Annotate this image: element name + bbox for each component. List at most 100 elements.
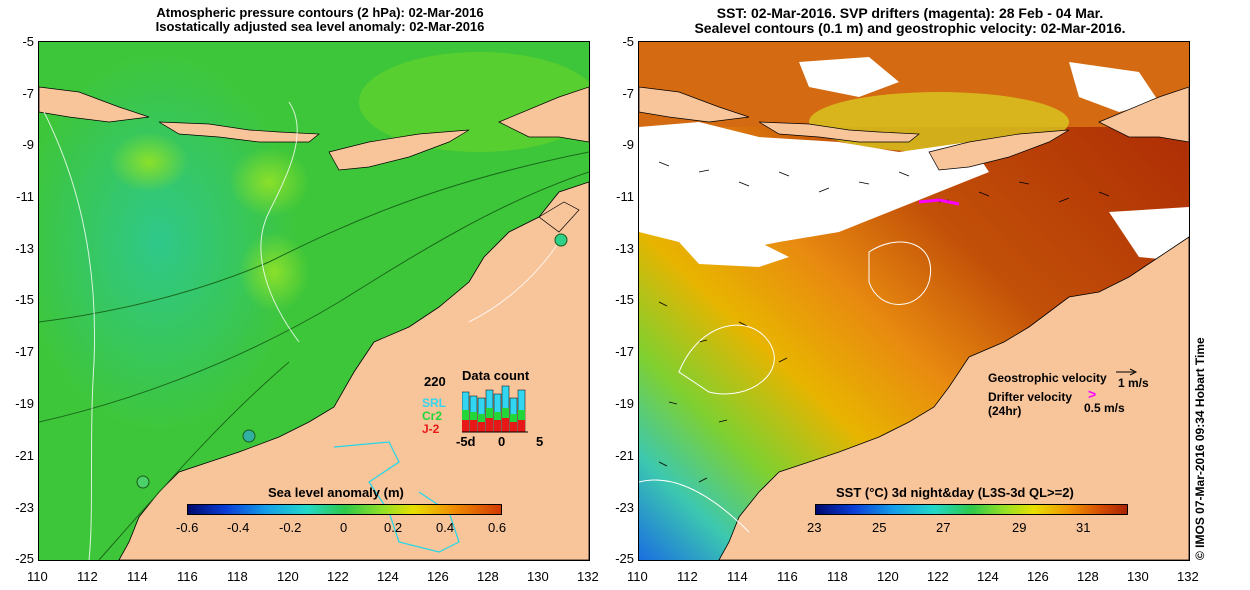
- lon-tick: 110: [27, 569, 48, 584]
- data-count-title: Data count: [462, 368, 530, 383]
- lon-tick: 122: [327, 569, 349, 584]
- lon-tick: 132: [1177, 569, 1199, 584]
- sst-tick: 27: [936, 520, 951, 535]
- cloud-mask: [799, 57, 899, 97]
- legend-j2: J-2: [422, 422, 440, 436]
- lon-tick: 118: [227, 569, 248, 584]
- lat-tick: -15: [615, 292, 634, 307]
- sea-level-contour: [639, 479, 750, 533]
- cloud-mask: [679, 237, 789, 267]
- lon-tick: 118: [827, 569, 848, 584]
- svp-drifter-track[interactable]: [918, 198, 960, 206]
- java-island: [639, 86, 750, 123]
- lat-tick: -23: [15, 500, 34, 515]
- lat-tick: -17: [615, 344, 634, 359]
- lon-tick: 120: [277, 569, 299, 584]
- lon-tick: 122: [927, 569, 949, 584]
- australia-landmass: [718, 236, 1189, 560]
- count-bar-cr2: [518, 410, 525, 420]
- lon-tick: 120: [877, 569, 899, 584]
- pressure-contour: [39, 151, 589, 323]
- cape-landmass: [538, 201, 580, 233]
- sst-tick: 23: [807, 520, 822, 535]
- sst-tick: 25: [872, 520, 887, 535]
- pressure-contour: [98, 361, 290, 560]
- lat-tick: -11: [616, 189, 634, 204]
- data-count-bars: [462, 385, 528, 433]
- sst-colorbar: [815, 504, 1128, 515]
- count-xtick-neg5: -5d: [456, 434, 476, 449]
- sst-colorbar-title: SST (°C) 3d night&day (L3S-3d QL>=2): [836, 485, 1074, 500]
- geo-velocity-label: Geostrophic velocity: [988, 371, 1107, 385]
- sea-level-colorbar: [187, 504, 502, 515]
- count-xtick-0: 0: [498, 434, 506, 449]
- right-title: SST: 02-Mar-2016. SVP drifters (magenta)…: [610, 6, 1210, 36]
- tide-gauge-marker[interactable]: [242, 429, 256, 443]
- lat-tick: -13: [615, 241, 634, 256]
- sea-level-tick: 0.4: [436, 520, 455, 535]
- anomaly-high-region: [239, 232, 309, 312]
- lat-tick: -19: [15, 396, 34, 411]
- eastern-islands: [1098, 86, 1189, 143]
- tide-gauge-marker[interactable]: [554, 233, 568, 247]
- lat-tick: -23: [615, 500, 634, 515]
- lat-tick: -25: [15, 551, 34, 566]
- count-bar-j2: [486, 418, 493, 432]
- lon-tick: 110: [627, 569, 648, 584]
- lon-tick: 128: [477, 569, 499, 584]
- count-bar-j2: [462, 420, 469, 432]
- lat-tick: -17: [15, 344, 34, 359]
- left-title-line2: Isostatically adjusted sea level anomaly…: [155, 19, 485, 34]
- legend-cr2: Cr2: [422, 409, 443, 423]
- sea-level-contour: [43, 111, 96, 560]
- count-bar-cr2: [478, 414, 485, 422]
- sea-level-contour: [260, 101, 300, 343]
- cloud-mask: [1069, 62, 1159, 112]
- left-title-line1: Atmospheric pressure contours (2 hPa): 0…: [156, 5, 484, 20]
- lat-tick: -9: [22, 137, 34, 152]
- inland-contour: [333, 441, 460, 553]
- nusa-tenggara-islands: [158, 121, 320, 143]
- timor-island: [928, 129, 1070, 171]
- lat-tick: -21: [615, 448, 634, 463]
- drifter-velocity-arrow-icon: >: [1088, 386, 1097, 402]
- tide-gauge-marker[interactable]: [136, 475, 150, 489]
- count-bar-cr2: [462, 410, 469, 420]
- sst-map-svg: [639, 42, 1189, 560]
- sea-level-contour: [678, 324, 775, 395]
- lon-tick: 126: [1027, 569, 1049, 584]
- australia-landmass: [118, 181, 589, 560]
- sea-level-anomaly-map[interactable]: [38, 41, 590, 561]
- sea-level-map-svg: [39, 42, 589, 560]
- drifter-velocity-scale: 0.5 m/s: [1084, 401, 1125, 415]
- lon-tick: 124: [377, 569, 399, 584]
- lon-tick: 130: [1127, 569, 1149, 584]
- count-bar-cr2: [510, 414, 517, 422]
- anomaly-low-region: [39, 52, 299, 432]
- count-bar-cr2: [494, 412, 501, 420]
- count-bar-j2: [502, 418, 509, 432]
- right-title-line2: Sealevel contours (0.1 m) and geostrophi…: [694, 20, 1126, 36]
- count-bar-j2: [470, 420, 477, 432]
- eastern-islands: [498, 86, 589, 143]
- sea-level-contour: [868, 241, 932, 305]
- drifter-velocity-label: Drifter velocity: [988, 390, 1073, 404]
- sst-map[interactable]: [638, 41, 1190, 561]
- cloud-mask: [1109, 207, 1189, 262]
- lat-tick: -7: [22, 86, 34, 101]
- count-xtick-5: 5: [536, 434, 544, 449]
- lon-tick: 124: [977, 569, 999, 584]
- data-count-max: 220: [424, 374, 446, 389]
- sst-tick: 29: [1012, 520, 1027, 535]
- count-bar-cr2: [486, 408, 493, 418]
- sea-level-tick: -0.4: [227, 520, 250, 535]
- count-bar-j2: [518, 420, 525, 432]
- lon-tick: 116: [177, 569, 198, 584]
- imos-credit: © IMOS 07-Mar-2016 09:34 Hobart Time: [1193, 337, 1207, 560]
- sea-level-tick: 0.6: [488, 520, 507, 535]
- count-bar-j2: [510, 422, 517, 432]
- lat-tick: -5: [622, 34, 634, 49]
- lat-tick: -13: [15, 241, 34, 256]
- count-bar-cr2: [470, 412, 477, 420]
- count-bar-cr2: [502, 408, 509, 418]
